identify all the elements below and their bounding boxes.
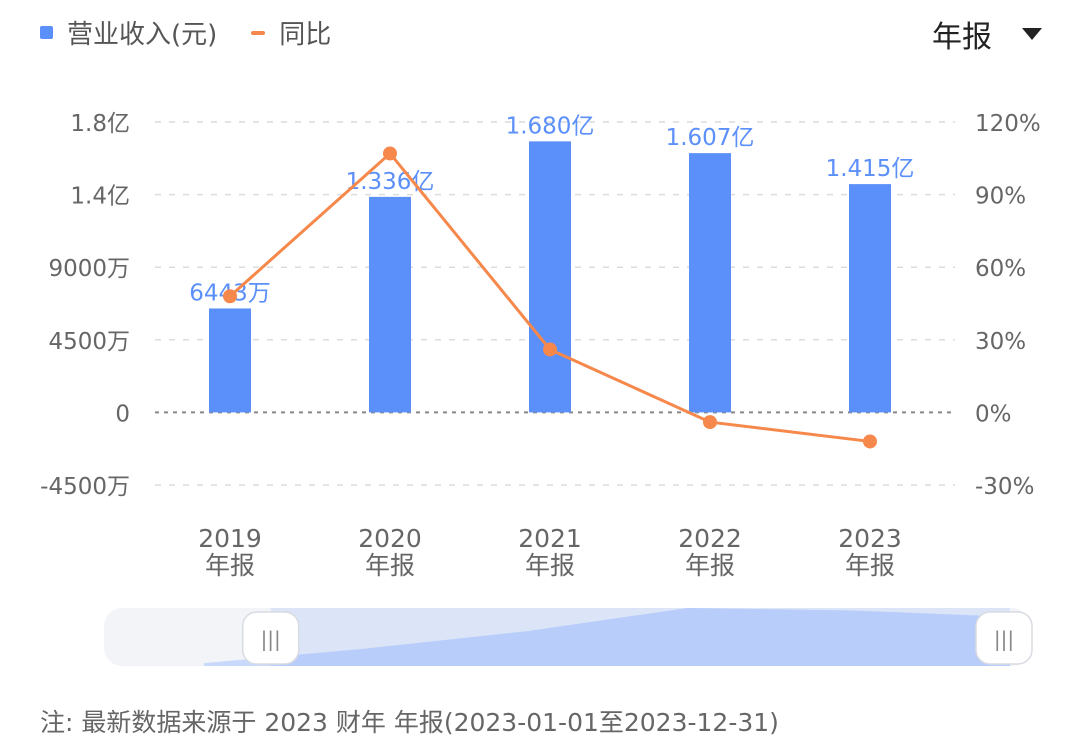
x-axis-tick-label: 年报: [205, 551, 255, 580]
legend-label-revenue: 营业收入(元): [67, 20, 218, 50]
x-axis-tick-label: 2023: [838, 524, 902, 553]
yoy-point[interactable]: [863, 434, 877, 449]
yoy-point[interactable]: [703, 415, 717, 430]
caret-down-icon: [1022, 28, 1042, 40]
left-axis-tick-label: 1.8亿: [70, 111, 130, 137]
revenue-bar[interactable]: [849, 184, 891, 413]
revenue-bar[interactable]: [369, 196, 411, 413]
zoom-handle-right[interactable]: [975, 611, 1033, 665]
revenue-bar[interactable]: [529, 141, 571, 413]
x-axis-tick-label: 年报: [845, 551, 895, 580]
legend-swatch-revenue: [40, 26, 53, 39]
period-selector[interactable]: 年报: [932, 12, 1042, 56]
right-axis-tick-label: -30%: [975, 474, 1034, 500]
left-axis-tick-label: 4500万: [48, 329, 130, 355]
revenue-data-label: 1.607亿: [666, 125, 755, 151]
yoy-point[interactable]: [383, 146, 397, 161]
revenue-bar[interactable]: [689, 153, 731, 413]
left-axis-tick-label: 0: [115, 401, 130, 427]
x-axis-tick-label: 2020: [358, 524, 422, 553]
x-axis-tick-label: 2021: [518, 524, 582, 553]
left-axis-tick-label: 9000万: [48, 256, 130, 282]
zoom-handle-left[interactable]: [241, 611, 300, 665]
revenue-data-label: 1.680亿: [506, 113, 595, 139]
revenue-yoy-chart: 1.8亿 1.4亿 9000万 4500万 0 -4500万 120% 90% 60% 30% 0%…: [40, 111, 1041, 666]
zoom-overview-area: [204, 608, 1010, 666]
right-axis-tick-label: 0%: [975, 401, 1012, 427]
left-axis-tick-label: -4500万: [40, 474, 130, 500]
right-axis-tick-label: 120%: [975, 111, 1041, 137]
x-axis-tick-label: 2019: [198, 524, 262, 553]
yoy-point[interactable]: [543, 342, 557, 357]
legend-item-revenue[interactable]: 营业收入(元): [40, 14, 217, 51]
legend-item-yoy[interactable]: 同比: [251, 14, 331, 51]
left-axis-tick-label: 1.4亿: [70, 184, 130, 210]
x-axis-tick-label: 2022: [678, 524, 742, 553]
revenue-bar[interactable]: [209, 308, 251, 413]
zoom-handle-right-grip-icon: |||: [994, 627, 1014, 651]
legend-swatch-yoy: [251, 30, 266, 35]
yoy-point[interactable]: [223, 289, 237, 304]
legend-label-yoy: 同比: [279, 20, 332, 50]
right-axis-tick-label: 90%: [975, 184, 1026, 210]
x-axis-tick-label: 年报: [365, 551, 415, 580]
right-axis-tick-label: 60%: [975, 256, 1026, 282]
zoom-handle-left-grip-icon: |||: [261, 627, 281, 651]
revenue-data-label: 1.415亿: [826, 156, 915, 182]
x-axis-tick-label: 年报: [685, 551, 735, 580]
period-selector-label: 年报: [932, 20, 992, 55]
chart-legend: 营业收入(元) 同比: [40, 14, 365, 51]
data-source-note: 注: 最新数据来源于 2023 财年 年报(2023-01-01至2023-12…: [40, 708, 779, 737]
x-axis-tick-label: 年报: [525, 551, 575, 580]
zoom-selected-range[interactable]: [270, 608, 1010, 666]
right-axis-tick-label: 30%: [975, 329, 1026, 355]
